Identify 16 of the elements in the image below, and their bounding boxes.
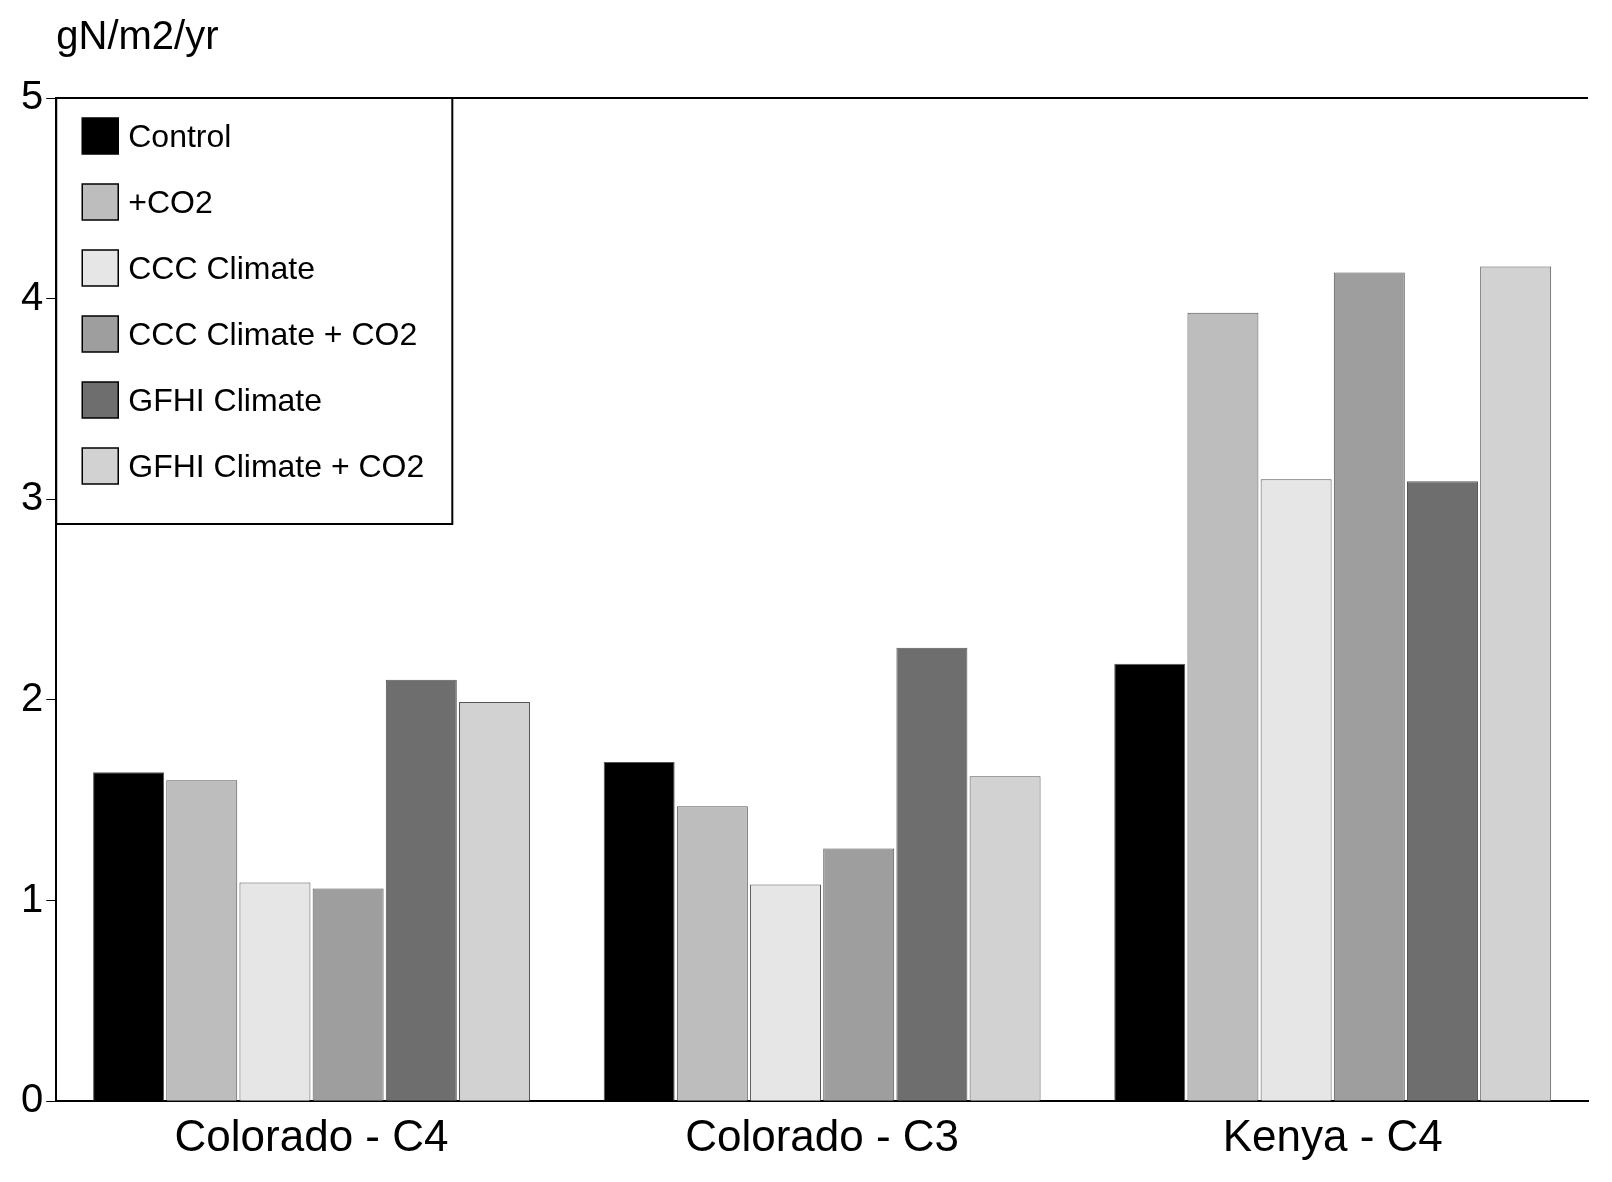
y-tick-label: 0 xyxy=(21,1076,44,1121)
legend-label: CCC Climate + CO2 xyxy=(128,315,418,352)
x-tick-label: Colorado - C4 xyxy=(174,1110,449,1160)
legend-label: CCC Climate xyxy=(128,249,315,286)
y-tick-label: 4 xyxy=(21,273,44,318)
legend-label: +CO2 xyxy=(128,183,213,220)
x-tick-label: Kenya - C4 xyxy=(1222,1110,1443,1160)
y-tick-label: 3 xyxy=(21,474,44,519)
x-tick-label: Colorado - C3 xyxy=(685,1110,960,1160)
y-tick-label: 1 xyxy=(21,875,44,920)
legend-label: GFHI Climate xyxy=(128,381,323,418)
y-tick-label: 2 xyxy=(21,674,44,719)
y-tick-label: 5 xyxy=(21,73,44,118)
legend-label: Control xyxy=(128,117,232,154)
y-axis-title: gN/m2/yr xyxy=(56,13,219,58)
legend-label: GFHI Climate + CO2 xyxy=(128,447,425,484)
